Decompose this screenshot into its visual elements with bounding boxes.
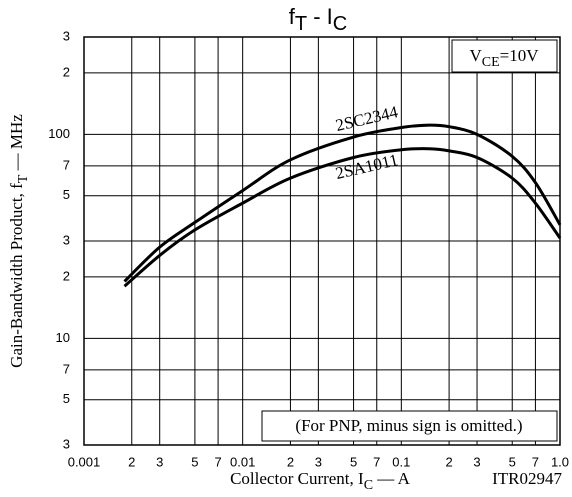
note-box bbox=[261, 410, 558, 442]
title-part: - I bbox=[307, 4, 333, 29]
x-tick-label: 7 bbox=[532, 454, 539, 469]
y-tick-label: 7 bbox=[63, 157, 70, 172]
x-tick-label: 3 bbox=[473, 454, 480, 469]
note-text: (For PNP, minus sign is omitted.) bbox=[295, 416, 522, 435]
y-tick-label: 2 bbox=[63, 268, 70, 283]
x-axis-label: Collector Current, IC — A bbox=[230, 469, 411, 493]
x-tick-label: 3 bbox=[315, 454, 322, 469]
series-line bbox=[123, 147, 562, 288]
label-part: Gain-Bandwidth Product, f bbox=[7, 183, 26, 368]
y-tick-label: 2 bbox=[63, 64, 70, 79]
plot-frame bbox=[83, 36, 561, 446]
x-tick-label: 7 bbox=[373, 454, 380, 469]
x-tick-label: 0.001 bbox=[68, 454, 101, 469]
y-tick-label: 7 bbox=[63, 361, 70, 376]
x-tick-label: 7 bbox=[214, 454, 221, 469]
y-tick-label: 3 bbox=[63, 28, 70, 43]
x-tick-label: 2 bbox=[128, 454, 135, 469]
label-part: — A bbox=[373, 469, 411, 488]
y-tick-label: 3 bbox=[63, 436, 70, 451]
label-part: Collector Current, I bbox=[230, 469, 364, 488]
condition-part: V bbox=[469, 46, 482, 65]
y-tick-label: 10 bbox=[56, 330, 70, 345]
y-tick-label: 5 bbox=[63, 187, 70, 202]
title-part: f bbox=[289, 4, 296, 29]
chart-title: fT - IC bbox=[289, 4, 347, 35]
condition-part: CE bbox=[482, 55, 500, 70]
figure-code: ITR02947 bbox=[492, 469, 562, 488]
x-tick-label: 2 bbox=[287, 454, 294, 469]
series-line bbox=[123, 123, 562, 283]
x-tick-label: 0.01 bbox=[230, 454, 255, 469]
label-part: C bbox=[364, 478, 373, 493]
y-tick-label: 3 bbox=[63, 232, 70, 247]
x-tick-label: 1.0 bbox=[551, 454, 569, 469]
condition-text: VCE=10V bbox=[469, 46, 539, 70]
x-tick-label: 3 bbox=[156, 454, 163, 469]
x-tick-label: 5 bbox=[191, 454, 198, 469]
label-part: T bbox=[16, 174, 31, 183]
y-axis-label: Gain-Bandwidth Product, fT — MHz bbox=[7, 114, 31, 368]
y-tick-label: 100 bbox=[48, 126, 70, 141]
title-part: T bbox=[295, 13, 307, 35]
y-tick-label: 5 bbox=[63, 391, 70, 406]
condition-box bbox=[451, 39, 558, 73]
x-tick-label: 2 bbox=[445, 454, 452, 469]
title-part: C bbox=[333, 13, 347, 35]
x-tick-label: 0.1 bbox=[392, 454, 410, 469]
label-part: — MHz bbox=[7, 114, 26, 175]
x-tick-label: 5 bbox=[509, 454, 516, 469]
condition-part: =10V bbox=[500, 46, 540, 65]
x-tick-label: 5 bbox=[350, 454, 357, 469]
